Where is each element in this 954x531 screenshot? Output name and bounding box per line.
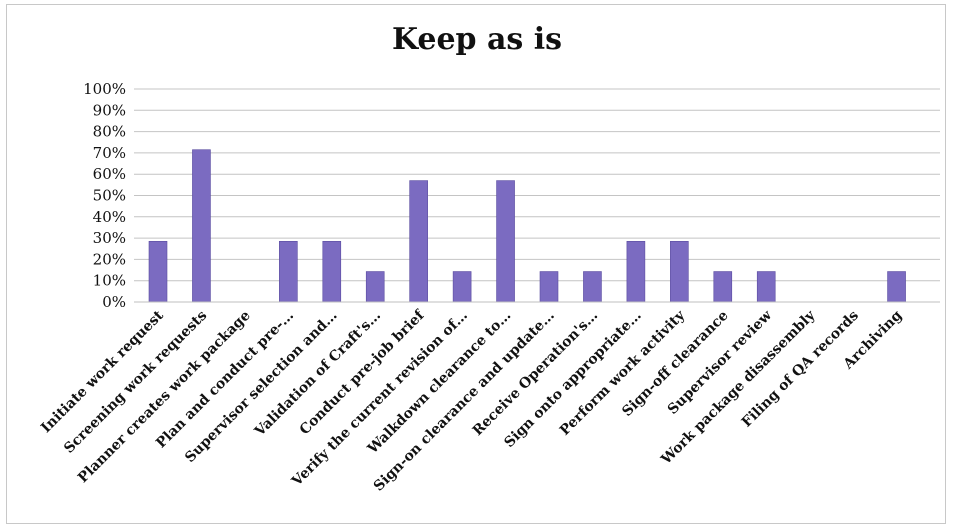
- y-tick-label: 50%: [93, 187, 126, 205]
- bar: [626, 240, 646, 303]
- y-tick-label: 40%: [93, 208, 126, 226]
- y-axis-ticks: 0% 10% 20% 30% 40% 50% 60% 70% 80% 90% 100%: [83, 80, 126, 311]
- bar: [713, 271, 733, 303]
- bar: [409, 180, 428, 303]
- y-tick-label: 70%: [93, 144, 126, 162]
- bar: [670, 240, 689, 303]
- y-tick-label: 0%: [102, 293, 126, 311]
- y-tick-label: 100%: [83, 80, 126, 98]
- chart-title: Keep as is: [391, 22, 563, 57]
- bar: [539, 271, 559, 303]
- x-category-label: Work package disassembly: [658, 307, 819, 468]
- x-category-label: Planner creates work package: [75, 307, 254, 486]
- y-tick-label: 30%: [93, 229, 126, 247]
- bar: [756, 271, 776, 303]
- bar: [279, 240, 298, 303]
- bar: [365, 271, 385, 303]
- y-tick-label: 80%: [93, 123, 126, 141]
- y-tick-label: 20%: [93, 250, 126, 268]
- bar: [496, 180, 515, 303]
- y-tick-label: 10%: [93, 272, 126, 290]
- y-tick-label: 90%: [93, 101, 126, 119]
- bar: [583, 271, 602, 303]
- bar: [192, 149, 211, 303]
- bars: [148, 149, 906, 303]
- bar: [887, 271, 906, 303]
- bar: [322, 240, 342, 303]
- bar: [452, 271, 472, 303]
- bar: [148, 240, 168, 303]
- gridlines: [134, 88, 940, 303]
- y-tick-label: 60%: [93, 165, 126, 183]
